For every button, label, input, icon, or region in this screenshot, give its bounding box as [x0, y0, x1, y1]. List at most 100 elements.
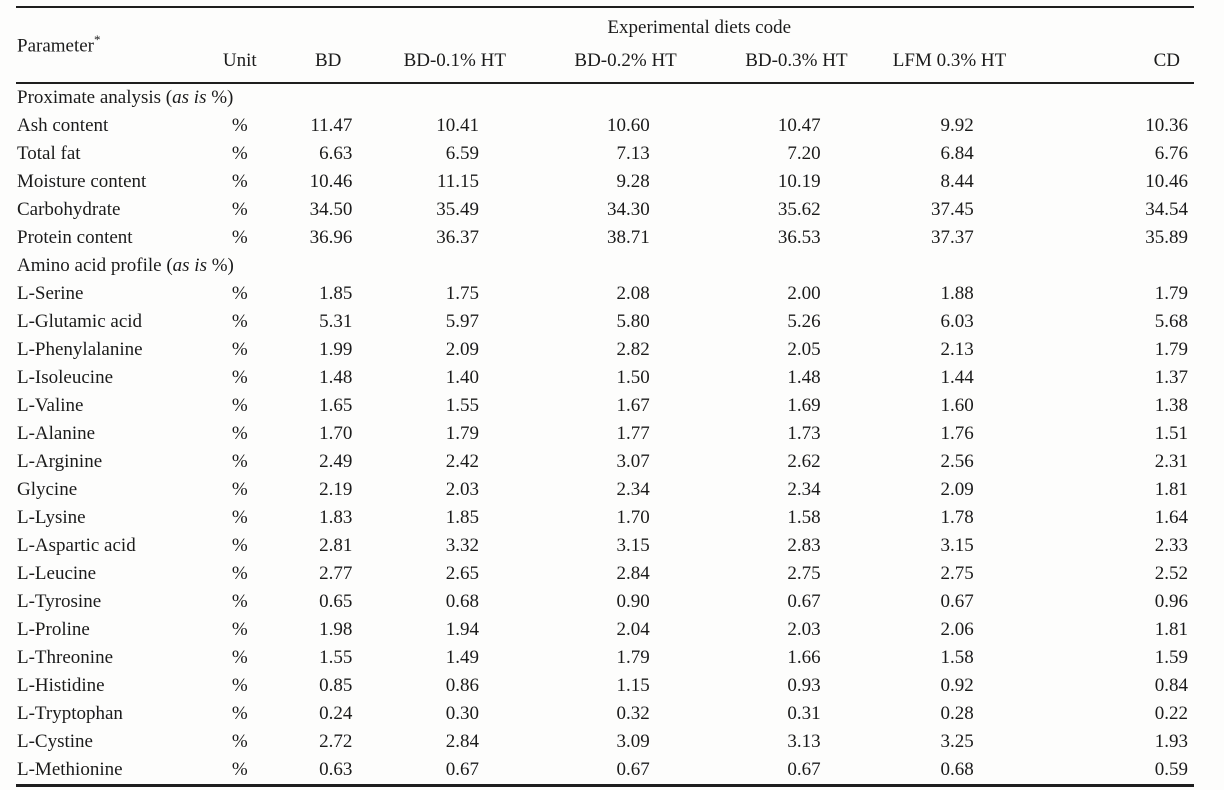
value-text: 38.71 — [607, 227, 650, 248]
value-cell: 0.92 — [870, 672, 1029, 700]
unit-cell: % — [231, 143, 248, 164]
value-cell: 38.71 — [528, 224, 722, 252]
parameter-cell: L-Methionine — [17, 759, 123, 780]
parameter-cell: L-Tryptophan — [17, 703, 123, 724]
value-text: 2.03 — [787, 619, 821, 640]
value-text: 10.36 — [1145, 115, 1188, 136]
value-text: 0.84 — [1154, 675, 1188, 696]
value-cell: 9.28 — [528, 168, 722, 196]
value-text: 36.37 — [436, 227, 479, 248]
value-text: 5.31 — [319, 311, 353, 332]
parameter-cell: Moisture content — [17, 171, 147, 192]
value-cell: 37.45 — [870, 196, 1029, 224]
value-cell: 2.83 — [723, 532, 870, 560]
value-cell: 1.81 — [1029, 616, 1194, 644]
table-row: L-Serine% 1.85 1.75 2.08 2.00 1.88 1.79 — [16, 280, 1194, 308]
value-cell: 0.67 — [870, 588, 1029, 616]
value-cell: 5.31 — [275, 308, 381, 336]
value-cell: 5.68 — [1029, 308, 1194, 336]
parameter-cell: L-Valine — [17, 395, 84, 416]
unit-cell: % — [231, 675, 248, 696]
unit-cell: % — [231, 647, 248, 668]
table-row: L-Alanine% 1.70 1.79 1.77 1.73 1.76 1.51 — [16, 420, 1194, 448]
value-text: 3.13 — [787, 731, 821, 752]
value-text: 35.62 — [777, 199, 821, 220]
value-cell: 1.79 — [381, 420, 528, 448]
table-row: L-Aspartic acid% 2.81 3.32 3.15 2.83 3.15 2.33 — [16, 532, 1194, 560]
value-text: 2.05 — [787, 339, 821, 360]
value-cell: 0.96 — [1029, 588, 1194, 616]
value-cell: 10.36 — [1029, 112, 1194, 140]
value-text: 7.13 — [616, 143, 650, 164]
value-text: 2.03 — [445, 479, 479, 500]
value-text: 2.72 — [319, 731, 353, 752]
value-text: 10.19 — [777, 171, 821, 192]
value-cell: 2.42 — [381, 448, 528, 476]
parameter-cell: L-Lysine — [17, 507, 86, 528]
value-cell: 3.13 — [723, 728, 870, 756]
value-text: 10.46 — [1145, 171, 1188, 192]
value-cell: 1.15 — [528, 672, 722, 700]
value-cell: 2.77 — [275, 560, 381, 588]
parameter-cell: L-Aspartic acid — [17, 535, 136, 556]
value-cell: 10.19 — [723, 168, 870, 196]
table-row: Glycine% 2.19 2.03 2.34 2.34 2.09 1.81 — [16, 476, 1194, 504]
value-text: 1.76 — [940, 423, 974, 444]
value-cell: 1.70 — [275, 420, 381, 448]
unit-cell: % — [231, 283, 248, 304]
value-text: 35.49 — [436, 199, 479, 220]
value-text: 0.93 — [787, 675, 821, 696]
value-text: 1.51 — [1154, 423, 1188, 444]
parameter-footnote-marker: * — [94, 32, 101, 48]
value-cell: 7.20 — [723, 140, 870, 168]
parameter-cell: Carbohydrate — [17, 199, 121, 220]
value-cell: 2.65 — [381, 560, 528, 588]
column-header-unit: Unit — [204, 44, 276, 84]
table-row: L-Tyrosine% 0.65 0.68 0.90 0.67 0.67 0.96 — [16, 588, 1194, 616]
unit-cell: % — [231, 423, 248, 444]
experimental-diets-table: Parameter* Experimental diets code Unit B… — [16, 6, 1194, 787]
value-cell: 0.32 — [528, 700, 722, 728]
value-text: 1.83 — [319, 507, 353, 528]
value-text: 1.98 — [319, 619, 353, 640]
parameter-cell: L-Histidine — [17, 675, 105, 696]
value-text: 35.89 — [1145, 227, 1188, 248]
value-text: 0.65 — [319, 591, 353, 612]
value-cell: 1.79 — [1029, 280, 1194, 308]
value-cell: 2.75 — [870, 560, 1029, 588]
value-cell: 2.49 — [275, 448, 381, 476]
value-cell: 1.67 — [528, 392, 722, 420]
value-text: 0.67 — [787, 759, 821, 780]
value-cell: 5.26 — [723, 308, 870, 336]
value-text: 2.34 — [616, 479, 650, 500]
value-cell: 36.53 — [723, 224, 870, 252]
table-row: Moisture content% 10.46 11.15 9.28 10.19 8.44… — [16, 168, 1194, 196]
parameter-cell: Total fat — [17, 143, 81, 164]
value-text: 0.67 — [616, 759, 650, 780]
value-cell: 1.93 — [1029, 728, 1194, 756]
value-text: 37.37 — [930, 227, 974, 248]
section-title-text: Amino acid profile ( — [17, 255, 173, 276]
value-cell: 1.49 — [381, 644, 528, 672]
value-text: 1.75 — [445, 283, 479, 304]
value-cell: 3.32 — [381, 532, 528, 560]
section-title-italic-text: as is — [172, 87, 207, 108]
unit-cell: % — [231, 311, 248, 332]
value-cell: 0.59 — [1029, 756, 1194, 786]
value-cell: 37.37 — [870, 224, 1029, 252]
unit-cell: % — [231, 171, 248, 192]
value-cell: 10.60 — [528, 112, 722, 140]
unit-cell: % — [231, 535, 248, 556]
value-text: 2.42 — [445, 451, 479, 472]
value-text: 3.25 — [940, 731, 974, 752]
value-text: 1.81 — [1154, 479, 1188, 500]
value-cell: 1.58 — [870, 644, 1029, 672]
column-header-bd-0-1-ht: BD-0.1% HT — [381, 44, 529, 84]
unit-cell: % — [231, 451, 248, 472]
value-cell: 2.62 — [723, 448, 870, 476]
value-cell: 0.65 — [275, 588, 381, 616]
value-cell: 1.48 — [275, 364, 381, 392]
value-text: 7.20 — [787, 143, 821, 164]
value-cell: 5.97 — [381, 308, 528, 336]
value-text: 0.67 — [940, 591, 974, 612]
